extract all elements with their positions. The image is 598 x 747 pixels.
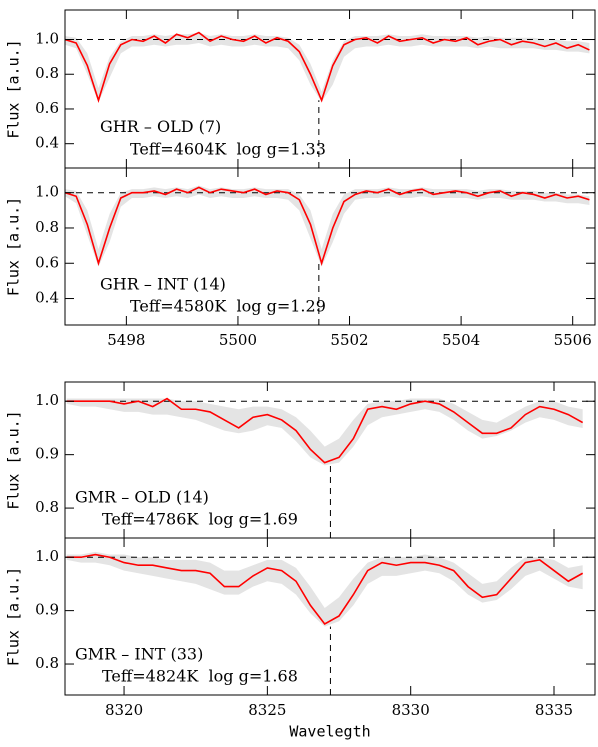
spectrum-line [66,553,584,626]
y-tick-label: 0.6 [35,253,59,271]
y-tick-label: 1.0 [35,391,59,409]
spread-band [65,32,590,103]
spread-band [65,185,590,267]
x-tick-label: 5504 [442,331,480,349]
y-tick-label: 0.8 [35,498,59,516]
spectrum-line [66,397,584,464]
x-tick-label: 5502 [330,331,368,349]
annotation: GHR – INT (14) [100,274,226,293]
spread-band [66,551,583,627]
x-tick-label: 5498 [107,331,145,349]
spectrum-line [65,186,590,267]
x-tick-label: 5506 [554,331,592,349]
plot-frame [64,537,596,696]
y-tick-label: 0.9 [35,445,59,463]
x-tick-label: 8330 [392,701,430,719]
y-axis-label: Flux [a.u.] [5,410,23,509]
annotation: Teff=4604K log g=1.33 [130,139,326,158]
annotation: GMR – OLD (14) [75,488,209,507]
y-tick-label: 1.0 [35,547,59,565]
x-tick-label: 8335 [535,701,573,719]
y-tick-label: 0.4 [35,289,59,307]
annotation: GHR – OLD (7) [100,117,221,136]
y-tick-label: 0.8 [35,218,59,236]
y-axis-label: Flux [a.u.] [5,39,23,138]
y-tick-label: 1.0 [35,30,59,48]
y-tick-label: 0.8 [35,64,59,82]
y-tick-label: 0.6 [35,99,59,117]
annotation: Teff=4824K log g=1.68 [102,666,298,685]
x-tick-label: 5500 [219,331,257,349]
spectrum-line [65,31,590,103]
annotation: Teff=4786K log g=1.69 [102,510,298,529]
x-axis-label: Wavelegth [289,723,370,741]
y-tick-label: 1.0 [35,183,59,201]
annotation: GMR – INT (33) [75,644,203,663]
x-tick-label: 8320 [105,701,143,719]
y-axis-label: Flux [a.u.] [5,567,23,666]
y-axis-label: Flux [a.u.] [5,197,23,296]
plot-frame [64,167,596,326]
y-tick-label: 0.8 [35,654,59,672]
y-tick-label: 0.4 [35,134,59,152]
annotation: Teff=4580K log g=1.29 [130,296,326,315]
y-tick-label: 0.9 [35,601,59,619]
spread-band [66,398,583,466]
x-tick-label: 8325 [248,701,286,719]
